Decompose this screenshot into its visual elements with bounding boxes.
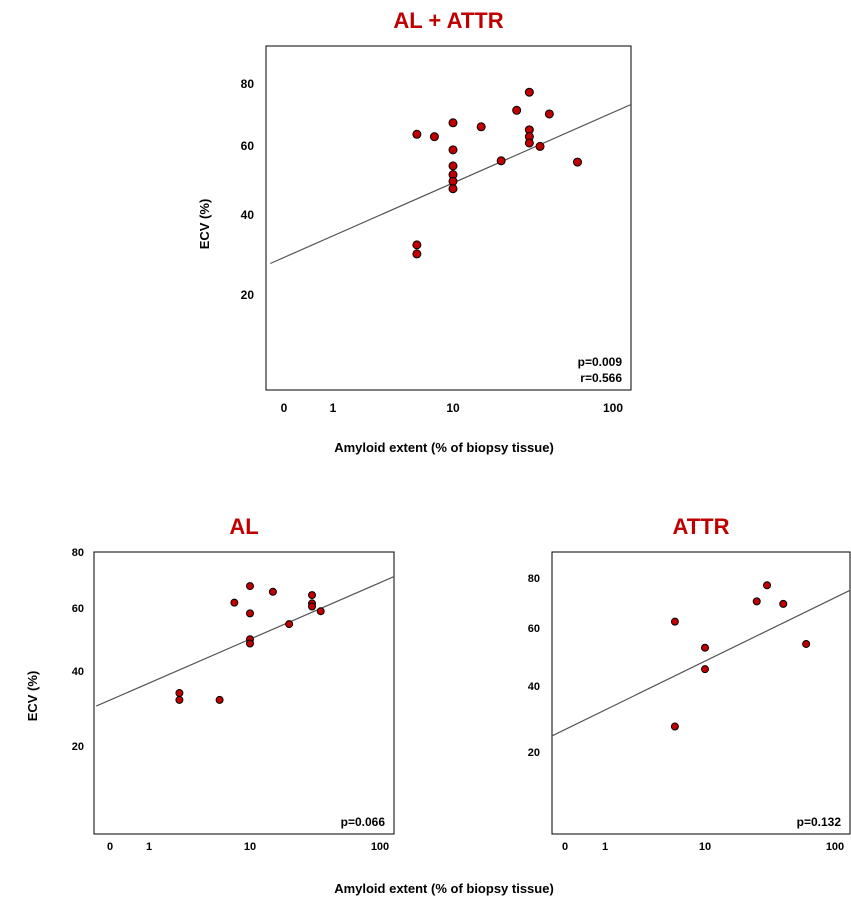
data-point: [448, 176, 458, 186]
data-point: [429, 132, 439, 142]
plot-area: [265, 45, 632, 391]
stat-annotation: r=0.566: [580, 371, 622, 385]
y-axis-label: ECV (%): [197, 199, 212, 250]
chart-panel-2: AL 0 1 10 100 20 40 60 80 p=0.066: [72, 514, 395, 853]
data-point: [308, 602, 317, 611]
data-point: [448, 145, 458, 155]
stat-annotation: p=0.066: [341, 815, 386, 829]
data-point: [779, 599, 788, 608]
x-tick-label: 1: [146, 841, 152, 853]
x-tick-label: 0: [107, 841, 113, 853]
data-point: [246, 582, 254, 591]
data-point: [535, 141, 545, 151]
data-point: [512, 105, 522, 115]
data-point: [215, 695, 224, 704]
x-tick-label: 1: [602, 841, 608, 853]
data-point: [175, 689, 184, 698]
data-point: [524, 87, 534, 97]
x-tick-label: 10: [244, 841, 256, 853]
data-point: [524, 138, 534, 148]
data-point: [285, 620, 294, 629]
y-tick-label: 80: [72, 547, 84, 559]
plot-area: [93, 551, 395, 835]
y-tick-label: 40: [528, 681, 540, 693]
stat-annotation: p=0.132: [797, 815, 842, 829]
data-point: [476, 122, 486, 132]
data-point: [412, 249, 422, 259]
data-point: [670, 617, 679, 626]
x-tick-label: 100: [826, 841, 844, 853]
x-tick-label: 100: [603, 401, 623, 415]
data-point: [544, 109, 554, 119]
data-point: [412, 240, 422, 250]
data-point: [448, 184, 458, 194]
data-point: [670, 722, 679, 731]
stat-annotation: p=0.009: [578, 355, 623, 369]
x-tick-label: 10: [699, 841, 711, 853]
y-tick-label: 60: [528, 623, 540, 635]
x-tick-label: 1: [330, 401, 337, 415]
y-tick-label: 40: [72, 666, 84, 678]
x-axis-label: Amyloid extent (% of biopsy tissue): [334, 440, 554, 455]
bottom-y-axis-label: ECV (%): [25, 671, 40, 722]
data-point: [763, 581, 772, 590]
data-point: [230, 598, 239, 607]
data-point: [268, 587, 277, 596]
y-tick-label: 20: [72, 741, 84, 753]
data-point: [496, 156, 506, 166]
x-tick-label: 0: [281, 401, 288, 415]
data-point: [412, 129, 422, 139]
chart-title: ATTR: [672, 514, 729, 539]
data-point: [573, 157, 583, 167]
data-point: [701, 665, 709, 674]
y-tick-label: 80: [528, 573, 540, 585]
x-tick-label: 10: [446, 401, 460, 415]
y-tick-label: 60: [241, 139, 255, 153]
chart-panel-3: ATTR 0 1 10 100 20 40 60 80 p=0.132: [528, 514, 851, 853]
chart-title: AL: [229, 514, 258, 539]
y-tick-label: 80: [241, 77, 255, 91]
data-point: [752, 597, 761, 606]
trend-line: [552, 589, 850, 737]
y-tick-label: 60: [72, 603, 84, 615]
x-tick-label: 0: [562, 841, 568, 853]
data-point: [448, 118, 458, 128]
x-tick-label: 100: [371, 841, 389, 853]
data-point: [448, 161, 458, 171]
data-point: [316, 607, 325, 616]
y-tick-label: 20: [528, 747, 540, 759]
data-point: [175, 695, 184, 704]
chart-panel-1: AL + ATTR 0 1 10 100 20 40 60 80 p=0.009 r=0.566: [241, 8, 632, 415]
data-point: [802, 639, 811, 648]
data-point: [246, 609, 254, 618]
plot-area: [551, 551, 851, 835]
chart-title: AL + ATTR: [393, 8, 503, 33]
y-tick-label: 40: [241, 208, 255, 222]
data-point: [308, 591, 317, 600]
data-point: [701, 643, 709, 652]
y-tick-label: 20: [241, 288, 255, 302]
bottom-x-axis-label: Amyloid extent (% of biopsy tissue): [334, 881, 554, 896]
data-point: [246, 639, 254, 648]
